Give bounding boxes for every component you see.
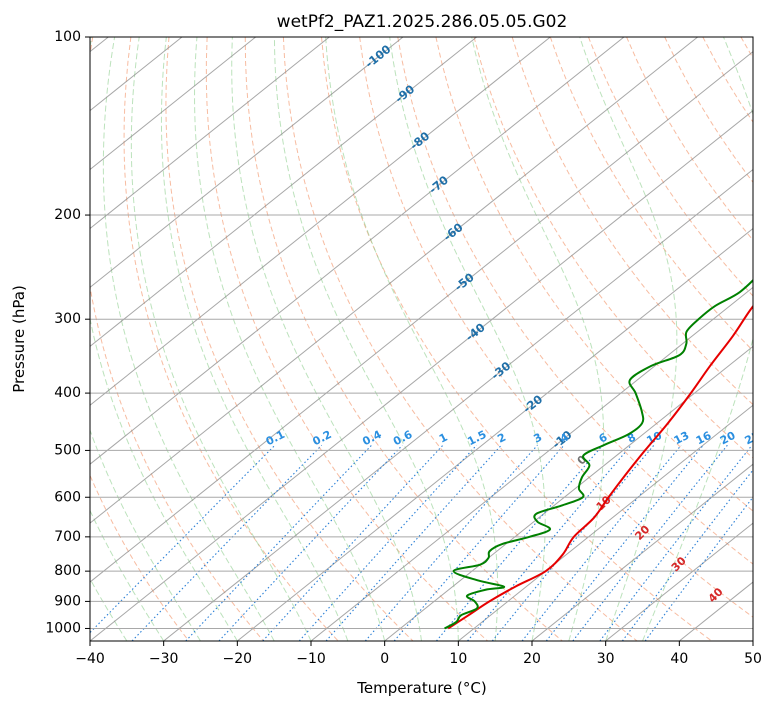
dry-adiabat-line [282,37,638,641]
x-tick-label: 20 [523,651,541,667]
isotherm-line [384,345,753,641]
mixing-ratio-label: 25 [743,429,763,448]
moist-adiabat-line [90,428,201,641]
x-axis: −40 −30 −20 −10 0 10 20 30 40 50 [75,641,762,667]
dry-adiabat-line [511,37,753,406]
dry-adiabat-line [123,37,339,641]
mixing-ratio-line [90,444,276,634]
moist-adiabat-line [231,37,422,641]
isotherm-line [90,37,477,347]
x-tick-label: 50 [744,651,762,667]
isotherm-line [458,404,753,641]
y-tick-label: 400 [54,385,81,401]
isotherm-line [90,51,753,583]
mixing-ratio-line [467,444,632,641]
y-tick-label: 200 [54,207,81,223]
y-tick-label: 900 [54,593,81,609]
x-tick-label: 30 [597,651,615,667]
dry-adiabat-line [90,37,264,641]
isotherm-line [90,37,551,406]
x-tick-label: 40 [670,651,688,667]
dry-adiabat-line [587,37,753,297]
dry-adiabat-line [359,37,753,618]
isotherm-line [90,37,330,230]
chart-title: wetPf2_PAZ1.2025.286.05.05.G02 [277,12,568,32]
mixing-ratio-line [185,444,372,641]
mixing-ratio-line [572,444,728,641]
mixing-ratio-label: 16 [694,429,714,448]
y-tick-label: 800 [54,563,81,579]
isotherm-line [531,463,753,641]
y-tick-label: 600 [54,489,81,505]
profile-series [444,278,753,630]
moist-adiabat-line [90,577,128,641]
moist-adiabat-line [325,37,499,641]
plot-frame [89,36,754,642]
isotherm-line [90,37,625,465]
pressure-gridlines [90,37,753,629]
y-tick-label: 100 [54,29,81,45]
y-tick-label: 300 [54,311,81,327]
background-lines [90,37,753,641]
isotherm-line [90,109,753,641]
moist-adiabat-line [102,37,275,641]
dry-adiabat-line [435,37,753,512]
mixing-ratio-line [131,444,323,641]
dewpoint-line [444,278,753,630]
temperature-line [447,304,753,630]
moist-adiabat-line [389,37,546,641]
isotherm-line [163,168,753,641]
mixing-ratio-line [393,444,565,641]
y-axis: 100 200 300 400 500 600 700 800 900 1000 [45,29,90,636]
moist-adiabat-line [471,37,605,641]
x-tick-label: −30 [149,651,179,667]
x-tick-label: −40 [75,651,105,667]
moist-adiabat-line [160,37,349,641]
dry-adiabat-line [549,37,753,352]
dry-adiabat-line [244,37,563,641]
isotherm-line [605,522,753,641]
mixing-ratio-line [599,444,753,641]
moist-adiabat-line [90,509,165,641]
mixing-ratio-line [218,444,403,641]
mixing-ratio-line [545,444,704,641]
y-tick-label: 700 [54,529,81,545]
moist-adiabat-line [642,37,753,641]
moist-adiabat-line [273,37,459,641]
x-tick-label: −10 [296,651,326,667]
isotherm-line [90,37,404,289]
mixing-ratio-line [262,444,444,641]
mixing-ratio-line [364,444,538,641]
y-tick-label: 500 [54,442,81,458]
x-axis-label: Temperature (°C) [356,679,486,697]
mixing-ratio-line [435,444,604,641]
moist-adiabat-line [579,37,678,641]
y-axis-label: Pressure (hPa) [10,285,28,393]
mixing-ratio-label: 13 [672,429,692,448]
isotherm-line [237,227,753,641]
moist-adiabat-line [194,37,386,641]
y-tick-label: 1000 [45,620,81,636]
x-tick-label: 10 [449,651,467,667]
dry-adiabat-line [205,37,488,641]
x-tick-label: 0 [380,651,389,667]
dry-adiabat-line [397,37,753,565]
dry-adiabat-line [90,474,190,641]
x-tick-label: −20 [223,651,253,667]
mixing-ratio-label: 20 [718,429,738,448]
isotherm-line [90,37,256,171]
isotherm-line [90,37,698,524]
isotherm-line [310,286,753,641]
moist-adiabat-line [90,37,238,641]
mixing-ratio-line [298,444,477,641]
